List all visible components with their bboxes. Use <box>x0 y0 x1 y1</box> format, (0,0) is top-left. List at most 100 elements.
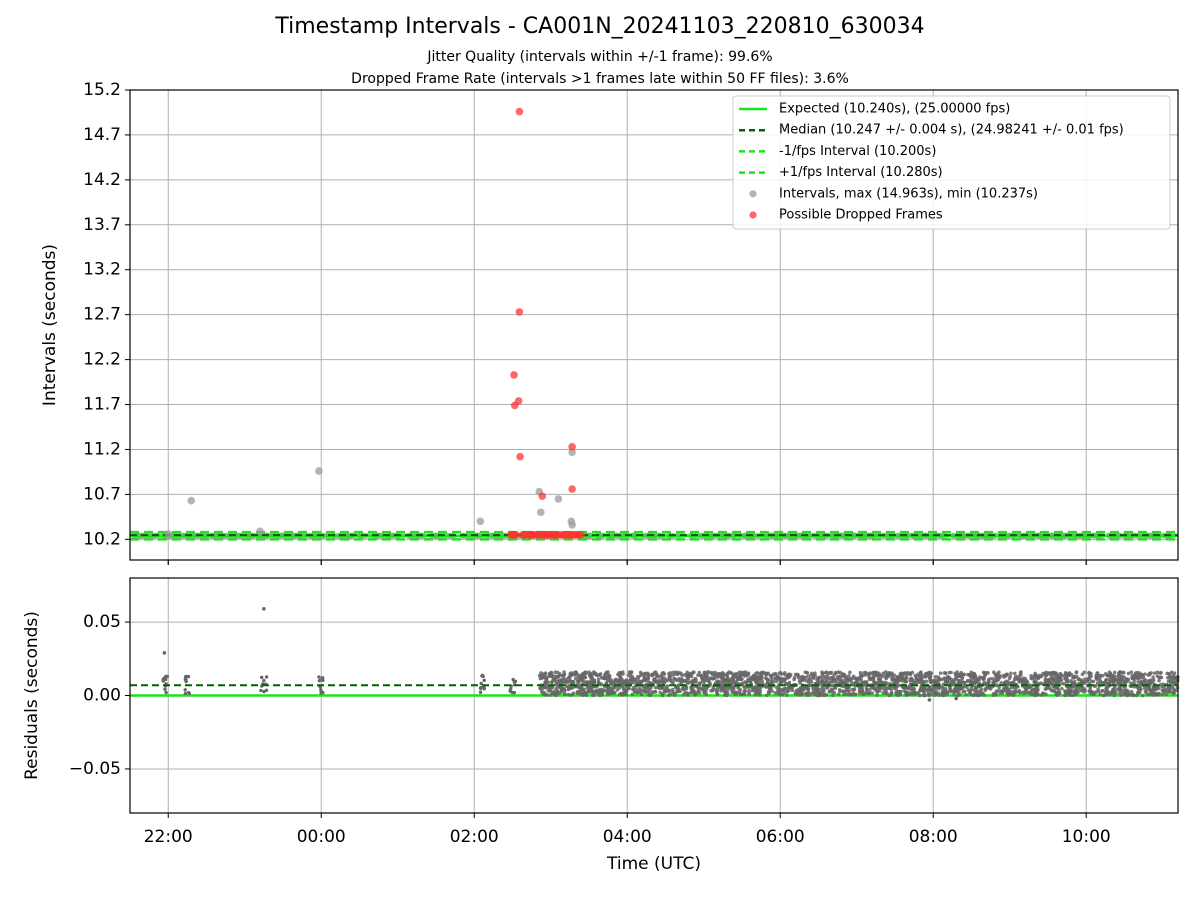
residual-point <box>828 671 833 676</box>
residual-point <box>650 690 655 694</box>
residual-point <box>899 689 903 694</box>
residuals-xtick-label: 08:00 <box>909 827 958 847</box>
residual-point <box>1151 688 1155 692</box>
dropped-frame-point <box>554 531 563 539</box>
residual-point <box>629 670 634 674</box>
residual-point <box>1033 673 1038 678</box>
residual-point <box>849 692 854 697</box>
residuals-xtick-label: 04:00 <box>603 827 652 847</box>
residual-point <box>803 691 808 696</box>
residual-point <box>607 674 612 679</box>
residual-point <box>927 688 931 692</box>
residual-point <box>860 673 865 678</box>
residual-point <box>481 674 485 679</box>
residual-point <box>639 672 644 676</box>
residual-point <box>1048 671 1053 676</box>
residual-point <box>631 687 635 692</box>
dropped-frame-point <box>538 492 547 500</box>
residual-point <box>1044 686 1048 691</box>
residual-point <box>865 672 869 676</box>
residual-point <box>624 692 629 697</box>
residual-point <box>927 692 932 696</box>
residual-point <box>915 679 920 683</box>
legend-entry-label: -1/fps Interval (10.200s) <box>779 144 936 159</box>
residual-point <box>800 677 805 682</box>
residual-point <box>702 671 707 675</box>
residual-point <box>163 687 167 691</box>
residual-point <box>591 691 595 695</box>
residual-point <box>653 685 658 690</box>
residual-point <box>1089 671 1093 676</box>
dropped-frame-point <box>564 531 573 539</box>
residual-point <box>621 672 625 676</box>
residual-point <box>576 689 580 694</box>
interval-outlier-point <box>476 517 485 526</box>
residual-point <box>974 690 978 694</box>
residual-point <box>747 692 751 696</box>
residual-point <box>765 682 769 686</box>
residual-point <box>762 671 767 675</box>
residual-point <box>870 671 875 676</box>
residual-point <box>609 677 613 682</box>
residual-point <box>600 692 605 697</box>
residual-point <box>1124 677 1129 681</box>
residual-point <box>1035 676 1040 680</box>
residual-point <box>924 673 929 678</box>
residual-point <box>1151 678 1156 682</box>
residual-point <box>1055 686 1059 690</box>
residual-point <box>811 676 816 680</box>
residual-point <box>567 675 571 680</box>
residual-point <box>743 689 748 694</box>
residual-point <box>183 691 188 696</box>
residual-point <box>262 689 266 694</box>
residual-point <box>921 688 926 693</box>
residual-point <box>969 670 974 675</box>
residual-point <box>554 693 558 698</box>
residual-point <box>686 675 690 680</box>
residual-point <box>705 674 710 679</box>
residual-point <box>644 690 648 695</box>
residual-point <box>708 682 712 687</box>
residual-point <box>1169 685 1174 690</box>
residual-point <box>1151 690 1155 695</box>
residual-point <box>183 688 187 692</box>
residual-point <box>1108 671 1113 676</box>
residual-point <box>696 673 700 678</box>
residual-point <box>1121 670 1125 675</box>
residual-point <box>579 678 584 683</box>
residual-point <box>1091 691 1096 696</box>
residual-point <box>951 679 955 684</box>
residual-point <box>668 677 673 682</box>
residual-point <box>617 674 622 679</box>
residual-point <box>949 670 953 675</box>
residual-point <box>1152 671 1157 675</box>
residual-point <box>1147 692 1152 697</box>
residual-point <box>884 676 888 681</box>
residual-point <box>1136 689 1141 694</box>
residual-point <box>692 670 696 675</box>
residual-point <box>766 677 770 682</box>
residual-point <box>656 674 661 679</box>
residuals-frame <box>129 577 1179 814</box>
residual-point <box>779 688 783 693</box>
intervals-ytick-label: 12.7 <box>83 305 121 325</box>
residual-point <box>1075 688 1079 693</box>
residual-point <box>677 676 682 681</box>
residual-point <box>1017 688 1022 693</box>
residual-point <box>1130 673 1135 678</box>
residual-point <box>604 681 609 685</box>
chart-title: Timestamp Intervals - CA001N_20241103_22… <box>275 14 925 39</box>
residual-point <box>1045 673 1049 678</box>
residual-point <box>187 691 191 696</box>
residual-point <box>680 686 685 691</box>
residual-point <box>1119 693 1123 697</box>
residual-point <box>983 682 988 687</box>
residual-point <box>842 692 846 697</box>
residual-point <box>1029 676 1033 680</box>
residual-point <box>887 686 891 690</box>
residual-point <box>478 690 483 694</box>
residual-point <box>886 672 891 677</box>
residual-point <box>924 679 929 684</box>
residual-point <box>642 678 647 682</box>
residual-point <box>757 671 762 676</box>
